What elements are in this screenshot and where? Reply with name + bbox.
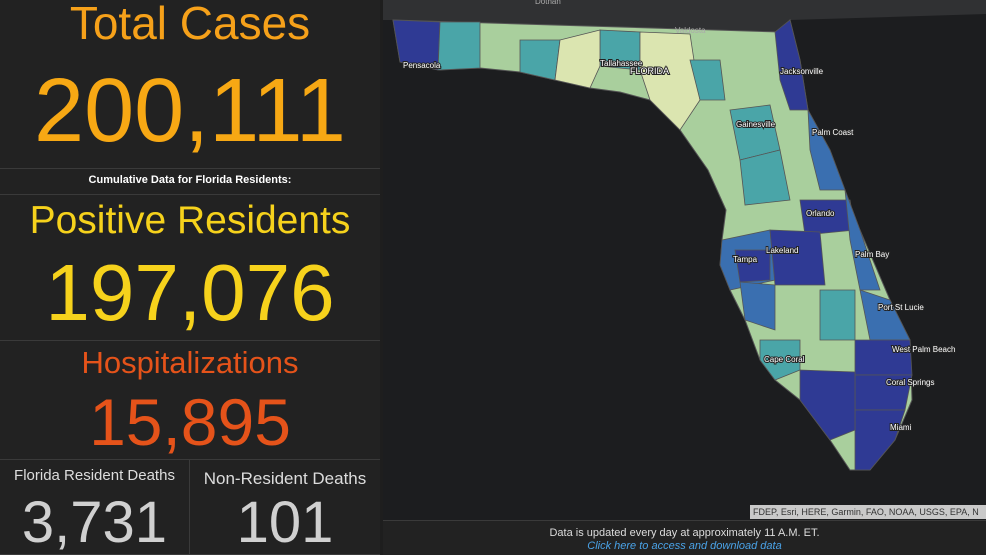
county [739,281,776,331]
county [799,369,856,441]
place-label: West Palm Beach [892,345,955,354]
nonresident-deaths-panel: Non-Resident Deaths 101 [190,460,380,555]
county [844,189,881,291]
hospitalizations-panel: Hospitalizations 15,895 [0,341,380,460]
place-label: Cape Coral [764,355,805,364]
county [819,289,856,341]
county [734,249,771,283]
note-panel: Cumulative Data for Florida Residents: [0,169,380,195]
county [769,229,826,286]
place-label: Tallahassee [600,59,643,68]
attribution: FDEP, Esri, HERE, Garmin, FAO, NOAA, USG… [753,507,979,517]
value: 200,111 [34,61,346,161]
place-label: Tampa [733,255,758,264]
value: 3,731 [21,490,168,555]
place-label: Miami [890,423,912,432]
county [689,59,726,101]
value: 101 [236,490,334,555]
place-label: Gainesville [736,120,776,129]
positive-panel: Positive Residents 197,076 [0,195,380,341]
place-label: Dothan [535,0,561,6]
map[interactable]: Dothan Valdosta Pensacola TallahasseeFLORID… [383,0,986,520]
attribution-box [750,505,986,519]
label: Florida Resident Deaths [14,467,175,484]
place-label: Orlando [806,209,835,218]
county [807,109,846,191]
note: Cumulative Data for Florida Residents: [88,174,292,186]
total-cases-panel: Total Cases 200,111 [0,0,380,169]
county [739,149,791,206]
update-note: Data is updated every day at approximate… [549,527,820,539]
counties [392,19,913,471]
county [554,29,601,89]
place-label: Jacksonville [780,67,824,76]
place-label: FLORIDA [630,66,669,76]
download-link[interactable]: Click here to access and download data [587,540,782,552]
place-label: Palm Bay [855,250,889,259]
footer: Data is updated every day at approximate… [383,520,986,555]
county [437,21,481,71]
label: Hospitalizations [81,345,299,380]
place-label: Lakeland [766,246,798,255]
place-label: Port St Lucie [878,303,924,312]
resident-deaths-panel: Florida Resident Deaths 3,731 [0,460,190,555]
place-label: Valdosta [675,26,706,35]
label: Non-Resident Deaths [203,469,367,488]
place-label: Palm Coast [812,128,854,137]
place-label: Coral Springs [886,378,934,387]
place-label: Pensacola [403,61,441,70]
value: 15,895 [89,385,291,459]
county [854,409,906,471]
value: 197,076 [45,248,335,337]
label: Positive Residents [29,199,351,242]
place-labels: Dothan Valdosta Pensacola TallahasseeFLORID… [402,0,956,433]
county [759,339,801,381]
county [639,31,701,131]
label: Total Cases [69,0,311,49]
